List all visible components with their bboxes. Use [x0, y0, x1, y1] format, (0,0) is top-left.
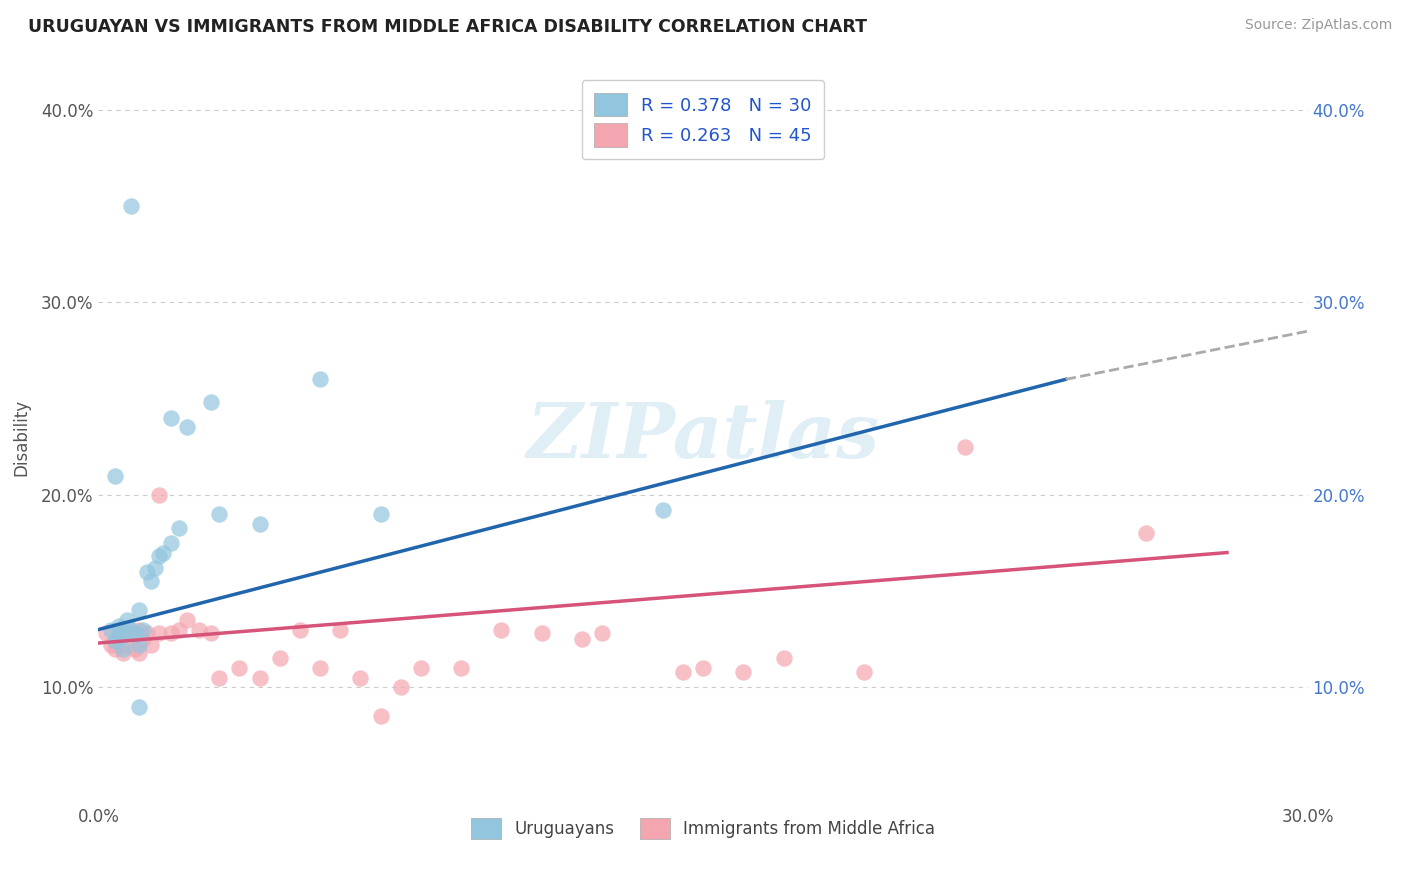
Point: [450, 661, 472, 675]
Point: [370, 709, 392, 723]
Y-axis label: Disability: Disability: [11, 399, 30, 475]
Point: [148, 549, 170, 564]
Point: [100, 623, 122, 637]
Point: [143, 561, 166, 575]
Point: [152, 545, 174, 559]
Point: [111, 646, 134, 660]
Point: [128, 603, 150, 617]
Point: [100, 638, 122, 652]
Point: [139, 638, 162, 652]
Point: [148, 488, 170, 502]
Point: [103, 468, 125, 483]
Point: [148, 626, 170, 640]
Point: [128, 623, 150, 637]
Point: [591, 626, 613, 640]
Point: [111, 628, 134, 642]
Point: [651, 503, 673, 517]
Legend: Uruguayans, Immigrants from Middle Africa: Uruguayans, Immigrants from Middle Afric…: [464, 811, 942, 846]
Point: [491, 623, 513, 637]
Point: [249, 671, 271, 685]
Point: [139, 574, 162, 589]
Point: [733, 665, 755, 679]
Point: [107, 628, 129, 642]
Point: [120, 199, 142, 213]
Point: [128, 646, 150, 660]
Point: [103, 634, 125, 648]
Point: [107, 623, 129, 637]
Point: [167, 623, 190, 637]
Point: [160, 536, 183, 550]
Point: [370, 507, 392, 521]
Point: [160, 410, 183, 425]
Point: [103, 641, 125, 656]
Point: [200, 395, 222, 409]
Point: [120, 626, 142, 640]
Point: [269, 651, 291, 665]
Point: [160, 626, 183, 640]
Text: URUGUAYAN VS IMMIGRANTS FROM MIDDLE AFRICA DISABILITY CORRELATION CHART: URUGUAYAN VS IMMIGRANTS FROM MIDDLE AFRI…: [28, 18, 868, 36]
Point: [530, 626, 553, 640]
Point: [1135, 526, 1157, 541]
Point: [107, 632, 129, 647]
Point: [111, 626, 134, 640]
Point: [853, 665, 876, 679]
Point: [111, 641, 134, 656]
Point: [288, 623, 311, 637]
Point: [124, 626, 146, 640]
Point: [115, 638, 138, 652]
Point: [120, 623, 142, 637]
Point: [571, 632, 593, 647]
Point: [953, 440, 976, 454]
Point: [96, 626, 118, 640]
Point: [309, 372, 332, 386]
Point: [124, 641, 146, 656]
Point: [249, 516, 271, 531]
Point: [176, 420, 198, 434]
Text: Source: ZipAtlas.com: Source: ZipAtlas.com: [1244, 18, 1392, 32]
Point: [208, 671, 231, 685]
Point: [672, 665, 695, 679]
Point: [772, 651, 794, 665]
Point: [228, 661, 250, 675]
Point: [200, 626, 222, 640]
Point: [132, 623, 155, 637]
Point: [349, 671, 371, 685]
Point: [389, 681, 412, 695]
Point: [188, 623, 211, 637]
Point: [128, 638, 150, 652]
Point: [176, 613, 198, 627]
Text: ZIPatlas: ZIPatlas: [526, 401, 880, 474]
Point: [208, 507, 231, 521]
Point: [107, 618, 129, 632]
Point: [132, 632, 155, 647]
Point: [309, 661, 332, 675]
Point: [115, 613, 138, 627]
Point: [135, 565, 157, 579]
Point: [329, 623, 352, 637]
Point: [128, 699, 150, 714]
Point: [135, 626, 157, 640]
Point: [167, 520, 190, 534]
Point: [409, 661, 432, 675]
Point: [692, 661, 714, 675]
